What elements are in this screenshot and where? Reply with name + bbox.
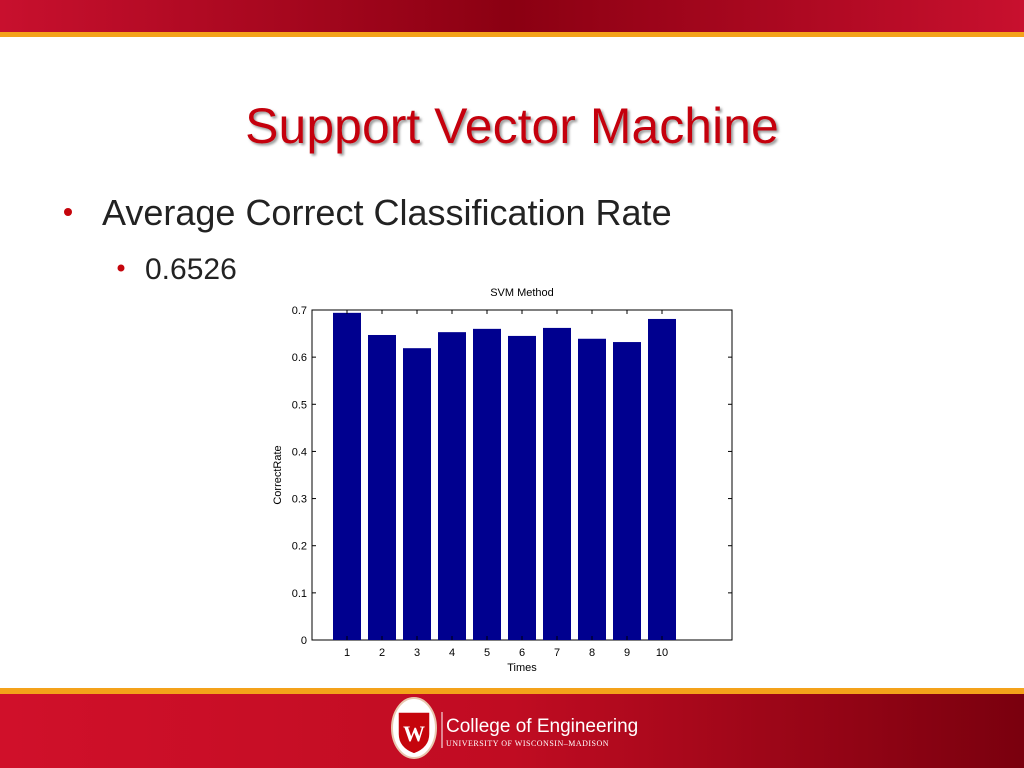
x-tick-label: 1 bbox=[344, 647, 350, 659]
y-tick-label: 0.3 bbox=[292, 494, 307, 506]
y-tick-label: 0.4 bbox=[292, 446, 307, 458]
y-tick-label: 0 bbox=[301, 635, 307, 647]
bar bbox=[403, 348, 431, 640]
x-tick-label: 9 bbox=[624, 647, 630, 659]
x-tick-label: 3 bbox=[414, 647, 420, 659]
bar bbox=[578, 338, 606, 640]
university-name: UNIVERSITY OF WISCONSIN–MADISON bbox=[446, 739, 609, 748]
bottom-stripe bbox=[0, 688, 1024, 694]
bottom-band bbox=[0, 694, 1024, 768]
x-tick-label: 5 bbox=[484, 647, 490, 659]
y-tick-label: 0.1 bbox=[292, 588, 307, 600]
slide-title: Support Vector Machine bbox=[245, 98, 779, 154]
x-tick-label: 8 bbox=[589, 647, 595, 659]
chart: SVM Method Times CorrectRate 0 0.1 0.2 0.3 0… bbox=[272, 287, 733, 674]
logo-letter: W bbox=[403, 721, 425, 746]
bar bbox=[613, 342, 641, 640]
college-name: College of Engineering bbox=[446, 716, 638, 737]
sub-bullet-text: 0.6526 bbox=[145, 253, 237, 286]
x-axis-label: Times bbox=[507, 662, 537, 674]
bar bbox=[543, 327, 571, 640]
bullet bbox=[64, 208, 72, 216]
bar bbox=[648, 318, 676, 640]
chart-title: SVM Method bbox=[490, 287, 554, 299]
y-axis-label: CorrectRate bbox=[272, 445, 284, 504]
y-tick-label: 0.7 bbox=[292, 305, 307, 317]
top-band bbox=[0, 0, 1024, 32]
x-tick-label: 6 bbox=[519, 647, 525, 659]
top-stripe bbox=[0, 32, 1024, 37]
bullet-text: Average Correct Classification Rate bbox=[102, 192, 672, 233]
bar bbox=[333, 312, 361, 640]
y-tick-label: 0.2 bbox=[292, 541, 307, 553]
logo: W bbox=[391, 697, 443, 759]
bar bbox=[368, 334, 396, 640]
bar bbox=[473, 328, 501, 640]
logo-shield bbox=[397, 711, 431, 755]
bullet bbox=[117, 264, 125, 272]
x-tick-label: 7 bbox=[554, 647, 560, 659]
x-tick-label: 4 bbox=[449, 647, 455, 659]
y-tick-label: 0.5 bbox=[292, 399, 307, 411]
bar bbox=[508, 335, 536, 640]
y-tick-label: 0.6 bbox=[292, 352, 307, 364]
x-tick-label: 10 bbox=[656, 647, 668, 659]
bar bbox=[438, 332, 466, 640]
x-tick-label: 2 bbox=[379, 647, 385, 659]
